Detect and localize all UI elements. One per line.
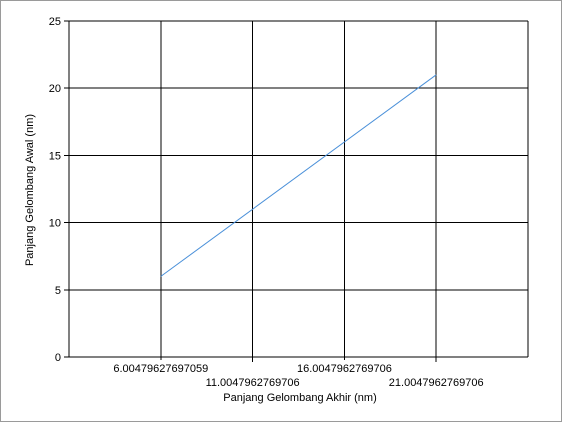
- y-tick-label: 0: [55, 352, 61, 364]
- x-tick-label: 16.0047962769706: [297, 363, 392, 375]
- y-axis-title: Panjang Gelombang Awal (nm): [24, 114, 36, 266]
- x-tick-label: 6.00479627697059: [113, 363, 208, 375]
- y-tick-label: 10: [49, 218, 61, 230]
- y-tick-label: 5: [55, 285, 61, 297]
- x-tick-label: 21.0047962769706: [389, 377, 484, 389]
- x-axis-ticks: 6.00479627697059 11.0047962769706 16.00479…: [113, 357, 484, 389]
- gridlines: [68, 20, 529, 358]
- y-tick-label: 25: [49, 16, 61, 28]
- x-axis-title: Panjang Gelombang Akhir (nm): [223, 392, 376, 404]
- x-tick-label: 11.0047962769706: [206, 377, 300, 389]
- y-tick-label: 20: [49, 83, 61, 95]
- y-axis-ticks: 0 5 10 15 20 25: [49, 16, 69, 364]
- series-layer: [160, 74, 437, 277]
- series-line: [160, 74, 437, 277]
- y-tick-label: 15: [49, 150, 61, 162]
